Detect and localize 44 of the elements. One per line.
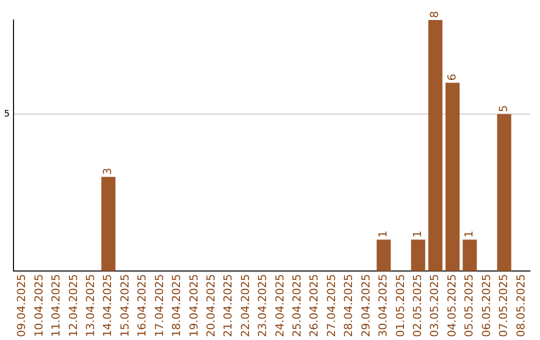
- bar: [376, 240, 391, 272]
- x-tick-label: 09.04.2025: [15, 274, 28, 338]
- data-label: 1: [411, 230, 424, 238]
- bar: [462, 240, 477, 272]
- x-tick-label: 21.04.2025: [222, 274, 235, 338]
- data-label: 3: [101, 168, 114, 175]
- x-tick-label: 06.05.2025: [480, 274, 493, 338]
- data-label: 5: [497, 105, 510, 112]
- x-tick-label: 07.05.2025: [497, 274, 510, 338]
- bar: [446, 82, 460, 272]
- bar: [428, 20, 442, 272]
- data-label: 8: [428, 11, 442, 18]
- x-tick-label: 20.04.2025: [204, 274, 218, 338]
- x-tick-label: 24.04.2025: [273, 274, 286, 338]
- data-label: 1: [376, 230, 390, 238]
- x-tick-label: 19.04.2025: [187, 274, 200, 338]
- data-label: 1: [462, 230, 476, 238]
- x-tick-label: 30.04.2025: [376, 274, 390, 338]
- x-tick-label: 15.04.2025: [118, 274, 132, 338]
- x-tick-label: 26.04.2025: [308, 274, 321, 338]
- x-tick-label: 18.04.2025: [170, 274, 184, 338]
- bar: [101, 176, 116, 272]
- x-tick-label: 29.04.2025: [359, 274, 372, 338]
- x-tick-label: 17.04.2025: [152, 274, 166, 338]
- x-tick-label: 23.04.2025: [256, 274, 270, 338]
- x-tick-label: 22.04.2025: [238, 274, 252, 338]
- x-tick-label: 12.04.2025: [66, 274, 80, 338]
- x-tick-label: 02.05.2025: [411, 274, 424, 338]
- x-tick-label: 03.05.2025: [428, 274, 442, 338]
- x-tick-label: 14.04.2025: [101, 274, 114, 338]
- x-tick-label: 11.04.2025: [50, 274, 63, 338]
- x-tick-label: 13.04.2025: [84, 274, 98, 338]
- bar: [497, 114, 512, 272]
- x-tick-label: 10.04.2025: [32, 274, 46, 338]
- x-tick-label: 25.04.2025: [290, 274, 304, 338]
- x-tick-label: 27.04.2025: [324, 274, 338, 338]
- x-tick-label: 04.05.2025: [445, 274, 458, 338]
- x-tick-label: 01.05.2025: [394, 274, 407, 338]
- x-tick-label: 16.04.2025: [136, 274, 149, 338]
- x-tick-label: 05.05.2025: [462, 274, 476, 338]
- data-label: 6: [445, 74, 458, 81]
- x-tick-label: 08.05.2025: [514, 274, 528, 338]
- bar: [411, 240, 426, 272]
- x-tick-label: 28.04.2025: [342, 274, 356, 338]
